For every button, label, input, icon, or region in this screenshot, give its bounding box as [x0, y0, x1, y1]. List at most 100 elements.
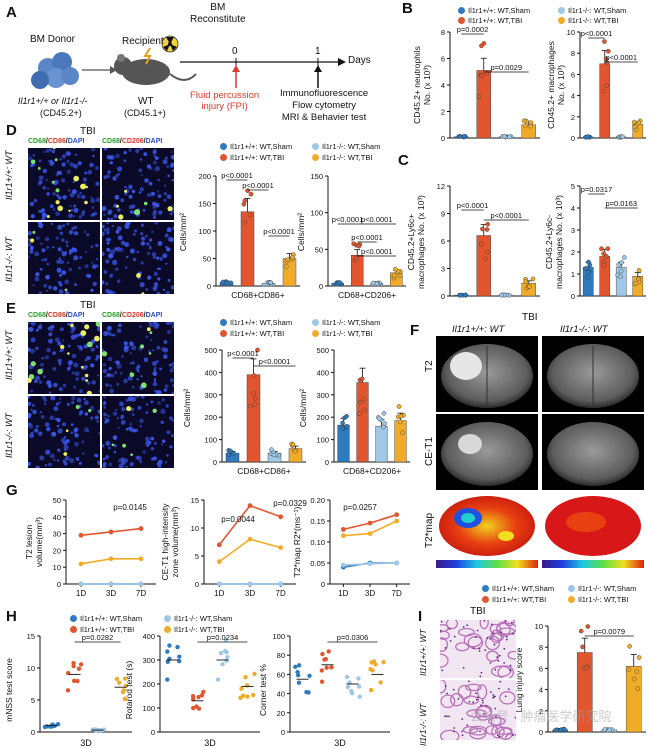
- d-micro-ko-cd206: [102, 222, 174, 294]
- g-t2star-ylabel: T2*map R2*(ms⁻¹): [292, 507, 302, 578]
- h-corner-point: [356, 676, 361, 681]
- g-cet1-xtick-label: 7D: [276, 589, 286, 598]
- h-rotarod-point: [190, 705, 196, 711]
- bone-marrow-cells-icon: [31, 52, 79, 89]
- g-t2-ytick-label: 40: [53, 513, 61, 522]
- b-neutrophils-ylabel: CD45.2+ neutrophils: [412, 46, 422, 124]
- b-macrophages-ylabel: No. (x 10³): [556, 65, 566, 105]
- g-cet1-ytick-label: 15: [191, 496, 199, 505]
- h-mnss-p-value: p=0.0282: [82, 633, 114, 642]
- c-ly6c-hi-point: [478, 241, 484, 247]
- d-cd86-p-value: p<0.0001: [221, 171, 253, 180]
- g-cet1-ytick-label: 5: [195, 552, 199, 561]
- d-cd206-point: [354, 255, 359, 261]
- e-cd86-ytick-label: 100: [204, 436, 217, 445]
- h-rotarod-point: [167, 643, 172, 648]
- e-cd86-point: [251, 373, 257, 378]
- h-rotarod-point: [165, 649, 170, 654]
- i-lung-point: [631, 676, 637, 682]
- c-ly6c-lo-point: [605, 246, 611, 251]
- e-cd206-point: [397, 419, 403, 425]
- d-cd86-point: [245, 188, 250, 193]
- h-rotarod-point: [243, 674, 248, 680]
- i-lung-point: [553, 727, 559, 733]
- d-cd86-point: [228, 280, 234, 286]
- b-neutrophils-point: [479, 73, 485, 78]
- mri-images: [436, 336, 644, 568]
- i-lung-ytick-label: 0: [539, 728, 543, 737]
- h-rotarod-point: [250, 692, 256, 698]
- d-cd86-xlabel: CD68+CD86+: [231, 290, 284, 300]
- e-cd206-bar: [375, 425, 388, 463]
- d-cd86-point: [247, 212, 253, 218]
- e-cd206-xlabel: CD68+CD206+: [343, 466, 401, 476]
- h-rotarod-point: [175, 644, 180, 650]
- e-cd86-point: [252, 396, 258, 401]
- i-lung-ytick-label: 10: [535, 622, 543, 631]
- e-cd86-p-value: p<0.0001: [227, 349, 259, 358]
- b-macrophages-point: [606, 48, 611, 54]
- h-mnss-xlabel: 3D: [80, 738, 92, 748]
- b-macrophages-point: [601, 88, 606, 94]
- b-macrophages-point: [632, 124, 638, 130]
- d-micro-ko-cd86: [28, 222, 100, 294]
- h-rotarod-point: [252, 671, 257, 677]
- b-neutrophils-point: [457, 133, 463, 139]
- g-t2-ytick-label: 10: [53, 563, 61, 572]
- g-t2star-xtick-label: 7D: [392, 589, 402, 598]
- d-cd206-ylabel: Cells/mm²: [296, 213, 306, 251]
- c-ly6c-lo-point: [586, 259, 591, 265]
- d-cd206-ytick-label: 0: [319, 282, 323, 291]
- b-macrophages-point: [602, 39, 607, 44]
- d-cd206-p-value: p<0.0001: [351, 233, 383, 242]
- h-mnss-ytick-label: 5: [31, 696, 35, 705]
- e-cd206-point: [359, 376, 365, 382]
- bm-donor-label: BM Donor: [30, 34, 76, 45]
- h-corner-point: [322, 657, 327, 662]
- h-corner-point: [296, 663, 302, 668]
- d-micro-wt-cd206: [102, 148, 174, 220]
- h-corner-point: [296, 680, 302, 685]
- b-macrophages-point: [584, 134, 590, 140]
- panel-e-stain-left: CD68/CD86/DAPI: [28, 312, 85, 319]
- h-mnss-point: [117, 680, 122, 685]
- b-neutrophils-bar: [476, 70, 491, 139]
- c-ly6c-lo-point: [619, 260, 624, 265]
- i-lung-point: [634, 669, 640, 674]
- mri-t2-ko: [547, 344, 639, 408]
- h-mnss-point: [78, 662, 84, 667]
- g-t2-ylabel: volume(mm³): [34, 517, 44, 567]
- g-t2-ytick-label: 0: [57, 580, 61, 589]
- panel-i-title: TBI: [470, 606, 486, 617]
- h-corner-p-value: p=0.0306: [337, 633, 369, 642]
- g-t2star-series-point: [367, 520, 373, 526]
- g-t2-series-point: [108, 581, 114, 587]
- d-cd86-p-value: p<0.0001: [263, 227, 295, 236]
- d-micro-wt-cd86: [28, 148, 100, 220]
- i-lung-point: [585, 624, 591, 629]
- b-neutrophils-point: [479, 43, 484, 49]
- b-neutrophils-ytick-label: 8: [441, 28, 445, 37]
- g-t2star-ytick-label: 0.20: [310, 496, 325, 505]
- g-cet1-series-point: [278, 545, 284, 550]
- h-rotarod-point: [196, 694, 201, 700]
- g-cet1-series-line: [218, 538, 281, 563]
- panel-e-title: TBI: [80, 300, 96, 311]
- e-cd86-point: [231, 451, 236, 456]
- h-rotarod-point: [218, 650, 224, 656]
- h-corner-ytick-label: 40: [277, 690, 285, 699]
- g-cet1-ylabel: zone volume(mm³): [170, 506, 180, 577]
- h-rotarod-point: [244, 683, 250, 688]
- i-lung-point: [584, 665, 589, 671]
- h-corner-point: [320, 651, 325, 657]
- c-ly6c-lo-point: [636, 268, 642, 273]
- e-cd206-ytick-label: 500: [316, 346, 329, 355]
- d-cd86-point: [242, 219, 248, 225]
- i-lung-point: [607, 727, 612, 733]
- h-corner-ytick-label: 0: [281, 728, 285, 737]
- panel-f-title: TBI: [522, 312, 538, 323]
- e-cd206-point: [362, 407, 367, 413]
- b-neutrophils-point: [507, 134, 512, 140]
- h-corner-point: [304, 689, 309, 695]
- g-t2-series-point: [138, 526, 144, 531]
